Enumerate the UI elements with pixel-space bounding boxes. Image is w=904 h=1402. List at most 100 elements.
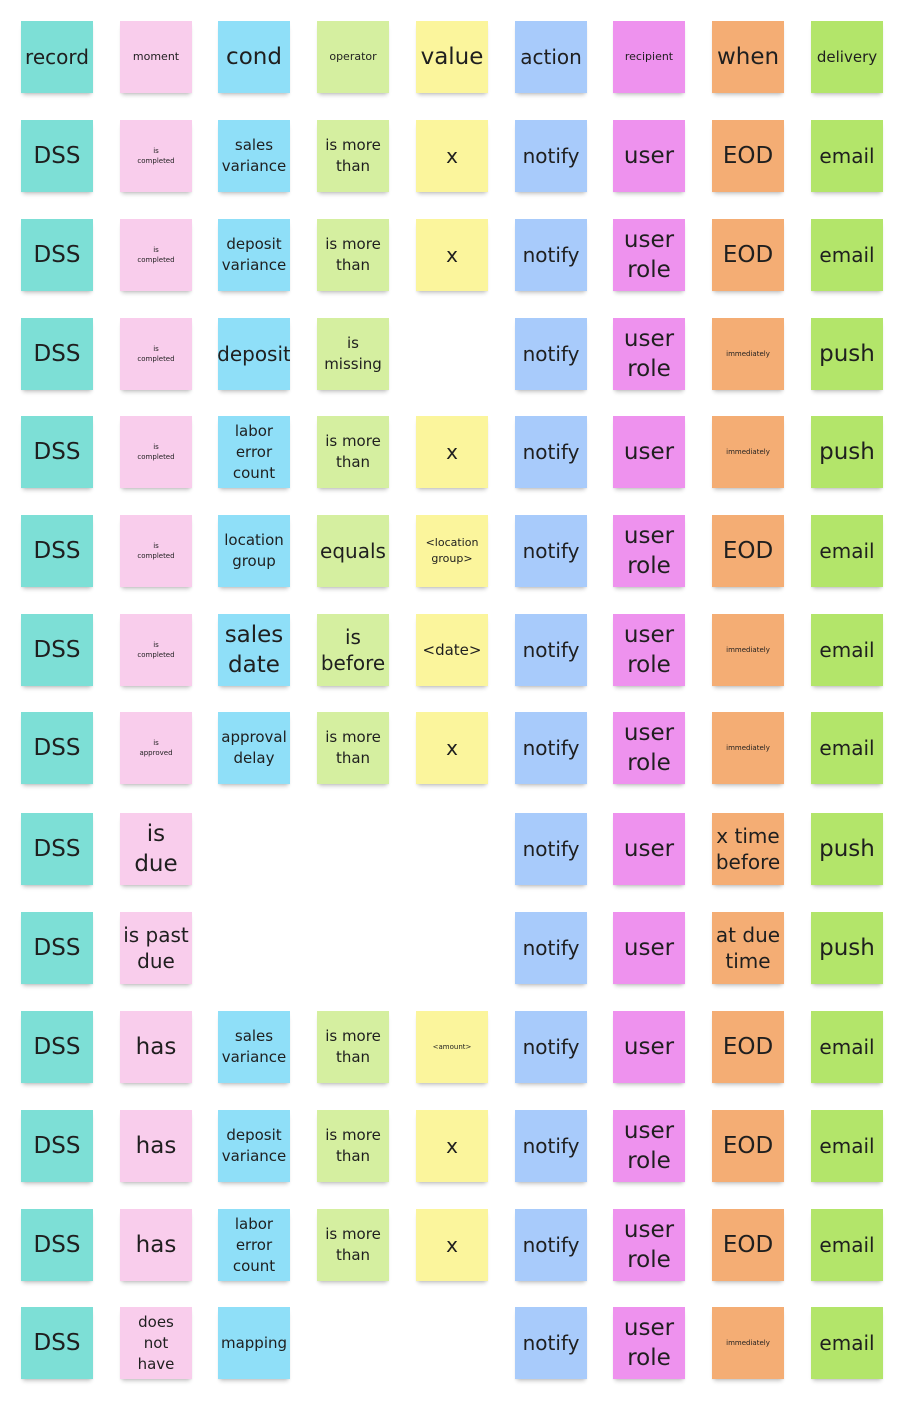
- note-action-notify[interactable]: notify: [515, 712, 587, 784]
- note-record-dss[interactable]: DSS: [21, 1209, 93, 1281]
- note-delivery-email[interactable]: email: [811, 614, 883, 686]
- note-operator-is-more-than[interactable]: is more than: [317, 120, 389, 192]
- note-moment-is-completed[interactable]: is completed: [120, 120, 192, 192]
- header-note-delivery[interactable]: delivery: [811, 21, 883, 93]
- note-value-x[interactable]: x: [416, 219, 488, 291]
- note-when-immediately[interactable]: immediately: [712, 318, 784, 390]
- note-record-dss[interactable]: DSS: [21, 1110, 93, 1182]
- note-recipient-user-role[interactable]: user role: [613, 1209, 685, 1281]
- note-delivery-email[interactable]: email: [811, 515, 883, 587]
- note-record-dss[interactable]: DSS: [21, 120, 93, 192]
- note-action-notify[interactable]: notify: [515, 614, 587, 686]
- note-recipient-user-role[interactable]: user role: [613, 219, 685, 291]
- note-cond-deposit-variance[interactable]: deposit variance: [218, 219, 290, 291]
- note-operator-is-more-than[interactable]: is more than: [317, 1209, 389, 1281]
- note-value-x[interactable]: x: [416, 416, 488, 488]
- note-moment-is-past-due[interactable]: is past due: [120, 912, 192, 984]
- note-action-notify[interactable]: notify: [515, 318, 587, 390]
- note-operator-is-more-than[interactable]: is more than: [317, 712, 389, 784]
- note-operator-is-more-than[interactable]: is more than: [317, 416, 389, 488]
- note-when-x-time-before[interactable]: x time before: [712, 813, 784, 885]
- note-cond-labor-error-count[interactable]: labor error count: [218, 1209, 290, 1281]
- header-note-when[interactable]: when: [712, 21, 784, 93]
- note-cond-sales-date[interactable]: sales date: [218, 614, 290, 686]
- note-value-x[interactable]: x: [416, 712, 488, 784]
- note-cond-mapping[interactable]: mapping: [218, 1307, 290, 1379]
- note-moment-has[interactable]: has: [120, 1209, 192, 1281]
- note-record-dss[interactable]: DSS: [21, 318, 93, 390]
- note-when-at-due-time[interactable]: at due time: [712, 912, 784, 984]
- note-recipient-user-role[interactable]: user role: [613, 614, 685, 686]
- note-moment-has[interactable]: has: [120, 1011, 192, 1083]
- note-record-dss[interactable]: DSS: [21, 614, 93, 686]
- note-recipient-user[interactable]: user: [613, 1011, 685, 1083]
- note-record-dss[interactable]: DSS: [21, 219, 93, 291]
- note-recipient-user[interactable]: user: [613, 120, 685, 192]
- note-when-eod[interactable]: EOD: [712, 219, 784, 291]
- note-value-x[interactable]: x: [416, 120, 488, 192]
- note-delivery-email[interactable]: email: [811, 120, 883, 192]
- note-recipient-user[interactable]: user: [613, 416, 685, 488]
- note-moment-has[interactable]: has: [120, 1110, 192, 1182]
- note-record-dss[interactable]: DSS: [21, 712, 93, 784]
- note-recipient-user-role[interactable]: user role: [613, 515, 685, 587]
- header-note-record[interactable]: record: [21, 21, 93, 93]
- header-note-action[interactable]: action: [515, 21, 587, 93]
- note-operator-is-before[interactable]: is before: [317, 614, 389, 686]
- header-note-recipient[interactable]: recipient: [613, 21, 685, 93]
- note-recipient-user[interactable]: user: [613, 813, 685, 885]
- note-value-amount[interactable]: <amount>: [416, 1011, 488, 1083]
- note-action-notify[interactable]: notify: [515, 912, 587, 984]
- note-when-eod[interactable]: EOD: [712, 1011, 784, 1083]
- note-value-x[interactable]: x: [416, 1110, 488, 1182]
- note-delivery-push[interactable]: push: [811, 416, 883, 488]
- note-record-dss[interactable]: DSS: [21, 813, 93, 885]
- note-action-notify[interactable]: notify: [515, 515, 587, 587]
- note-when-immediately[interactable]: immediately: [712, 416, 784, 488]
- note-moment-is-completed[interactable]: is completed: [120, 614, 192, 686]
- note-delivery-push[interactable]: push: [811, 318, 883, 390]
- note-moment-is-completed[interactable]: is completed: [120, 515, 192, 587]
- note-action-notify[interactable]: notify: [515, 1307, 587, 1379]
- note-action-notify[interactable]: notify: [515, 120, 587, 192]
- note-delivery-email[interactable]: email: [811, 1011, 883, 1083]
- note-delivery-push[interactable]: push: [811, 813, 883, 885]
- note-value-date[interactable]: <date>: [416, 614, 488, 686]
- note-cond-labor-error-count[interactable]: labor error count: [218, 416, 290, 488]
- header-note-cond[interactable]: cond: [218, 21, 290, 93]
- note-action-notify[interactable]: notify: [515, 1209, 587, 1281]
- note-when-eod[interactable]: EOD: [712, 120, 784, 192]
- note-cond-sales-variance[interactable]: sales variance: [218, 1011, 290, 1083]
- note-record-dss[interactable]: DSS: [21, 912, 93, 984]
- note-action-notify[interactable]: notify: [515, 1011, 587, 1083]
- note-action-notify[interactable]: notify: [515, 1110, 587, 1182]
- note-cond-location-group[interactable]: location group: [218, 515, 290, 587]
- note-value-location-group[interactable]: <location group>: [416, 515, 488, 587]
- note-cond-approval-delay[interactable]: approval delay: [218, 712, 290, 784]
- note-recipient-user[interactable]: user: [613, 912, 685, 984]
- note-record-dss[interactable]: DSS: [21, 1307, 93, 1379]
- note-moment-is-completed[interactable]: is completed: [120, 219, 192, 291]
- note-operator-is-more-than[interactable]: is more than: [317, 1110, 389, 1182]
- note-operator-is-missing[interactable]: is missing: [317, 318, 389, 390]
- note-delivery-email[interactable]: email: [811, 712, 883, 784]
- note-delivery-email[interactable]: email: [811, 1307, 883, 1379]
- note-recipient-user-role[interactable]: user role: [613, 318, 685, 390]
- note-record-dss[interactable]: DSS: [21, 1011, 93, 1083]
- note-moment-does-not-have[interactable]: does not have: [120, 1307, 192, 1379]
- note-moment-is-due[interactable]: is due: [120, 813, 192, 885]
- note-when-immediately[interactable]: immediately: [712, 614, 784, 686]
- note-value-x[interactable]: x: [416, 1209, 488, 1281]
- note-action-notify[interactable]: notify: [515, 813, 587, 885]
- note-when-immediately[interactable]: immediately: [712, 1307, 784, 1379]
- note-when-eod[interactable]: EOD: [712, 1110, 784, 1182]
- note-when-eod[interactable]: EOD: [712, 515, 784, 587]
- header-note-operator[interactable]: operator: [317, 21, 389, 93]
- note-delivery-email[interactable]: email: [811, 1110, 883, 1182]
- note-recipient-user-role[interactable]: user role: [613, 1110, 685, 1182]
- header-note-value[interactable]: value: [416, 21, 488, 93]
- note-moment-is-completed[interactable]: is completed: [120, 318, 192, 390]
- note-action-notify[interactable]: notify: [515, 219, 587, 291]
- note-recipient-user-role[interactable]: user role: [613, 712, 685, 784]
- note-moment-is-completed[interactable]: is completed: [120, 416, 192, 488]
